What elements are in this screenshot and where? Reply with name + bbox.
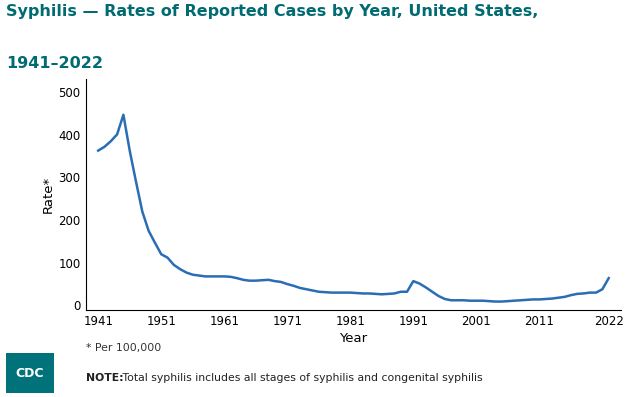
Y-axis label: Rate*: Rate*: [41, 176, 55, 213]
Text: * Per 100,000: * Per 100,000: [86, 343, 161, 353]
Text: CDC: CDC: [16, 367, 44, 380]
X-axis label: Year: Year: [339, 331, 368, 345]
Text: Total syphilis includes all stages of syphilis and congenital syphilis: Total syphilis includes all stages of sy…: [119, 373, 483, 383]
Text: 1941–2022: 1941–2022: [6, 56, 103, 71]
Text: NOTE:: NOTE:: [86, 373, 123, 383]
Text: Syphilis — Rates of Reported Cases by Year, United States,: Syphilis — Rates of Reported Cases by Ye…: [6, 4, 539, 19]
